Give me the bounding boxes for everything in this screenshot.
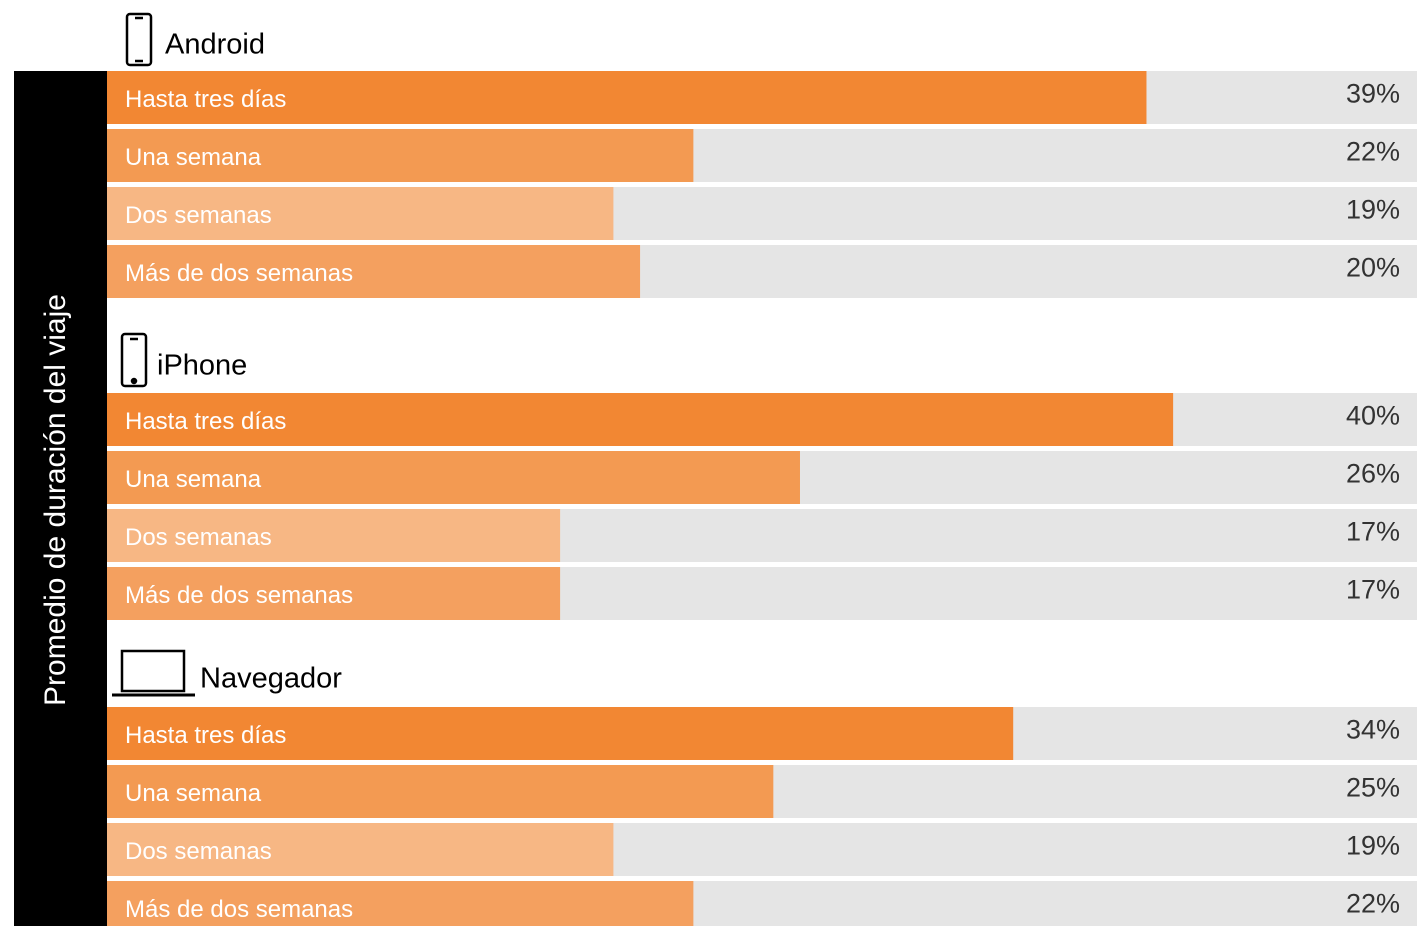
value-label: 22% xyxy=(1346,889,1400,919)
group-title: Navegador xyxy=(200,663,342,695)
bar xyxy=(107,765,774,818)
side-label: Promedio de duración del viaje xyxy=(39,294,72,706)
bar xyxy=(107,707,1014,760)
bar xyxy=(107,509,561,562)
category-label: Hasta tres días xyxy=(125,722,286,749)
bar xyxy=(107,823,614,876)
value-label: 39% xyxy=(1346,79,1400,109)
category-label: Más de dos semanas xyxy=(125,260,353,287)
value-label: 22% xyxy=(1346,137,1400,167)
category-label: Más de dos semanas xyxy=(125,896,353,923)
bar xyxy=(107,187,614,240)
value-label: 40% xyxy=(1346,401,1400,431)
bar xyxy=(107,567,561,620)
bar xyxy=(107,129,694,182)
category-label: Hasta tres días xyxy=(125,408,286,435)
iphone-icon xyxy=(120,332,148,388)
value-label: 19% xyxy=(1346,831,1400,861)
group-title: Android xyxy=(165,29,265,61)
bar xyxy=(107,451,800,504)
category-label: Hasta tres días xyxy=(125,86,286,113)
category-label: Una semana xyxy=(125,466,262,493)
bar xyxy=(107,245,641,298)
value-label: 17% xyxy=(1346,517,1400,547)
laptop-icon xyxy=(112,649,195,697)
value-label: 20% xyxy=(1346,253,1400,283)
value-label: 17% xyxy=(1346,575,1400,605)
value-label: 19% xyxy=(1346,195,1400,225)
bar xyxy=(107,881,694,926)
bar xyxy=(107,393,1174,446)
value-label: 25% xyxy=(1346,773,1400,803)
group-title: iPhone xyxy=(157,350,247,382)
category-label: Una semana xyxy=(125,780,262,807)
category-label: Dos semanas xyxy=(125,202,272,229)
category-label: Una semana xyxy=(125,144,262,171)
value-label: 34% xyxy=(1346,715,1400,745)
android-icon xyxy=(125,12,153,67)
bar xyxy=(107,71,1147,124)
category-label: Dos semanas xyxy=(125,838,272,865)
side-band xyxy=(14,71,107,926)
value-label: 26% xyxy=(1346,459,1400,489)
category-label: Dos semanas xyxy=(125,524,272,551)
category-label: Más de dos semanas xyxy=(125,582,353,609)
